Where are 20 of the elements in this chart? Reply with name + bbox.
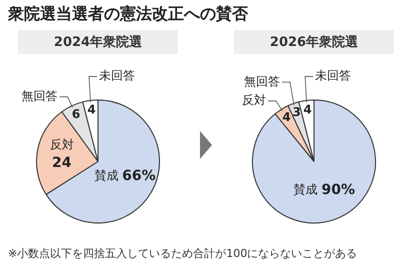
chart-title: 衆院選当選者の憲法改正への賛否 (8, 4, 248, 25)
data-label: 66% (122, 168, 156, 184)
slice-label: 反対 (242, 93, 266, 108)
text: ※小数点以下を四捨五入しているため合計が100にならないことがある (8, 246, 358, 261)
data-label: 6 (72, 106, 80, 121)
data-label: 4 (282, 110, 291, 124)
slice-label: 賛成 (94, 168, 118, 182)
data-label: 4 (87, 102, 96, 116)
slice-label: 賛成 (294, 182, 318, 197)
data-label: 3 (292, 104, 301, 119)
slice-label: 無回答 (22, 88, 58, 103)
slice-label: 無回答 (244, 74, 280, 88)
slice-label: 未回答 (99, 68, 136, 83)
chart-subtitle: 2026年衆院選 (234, 30, 394, 54)
slice-label: 未回答 (315, 68, 352, 83)
data-label: 24 (52, 155, 72, 172)
data-label: 4 (303, 102, 312, 116)
data-label: 90% (321, 182, 355, 198)
chart-subtitle: 2024年衆院選 (18, 30, 178, 54)
slice-label: 反対 (50, 138, 74, 152)
